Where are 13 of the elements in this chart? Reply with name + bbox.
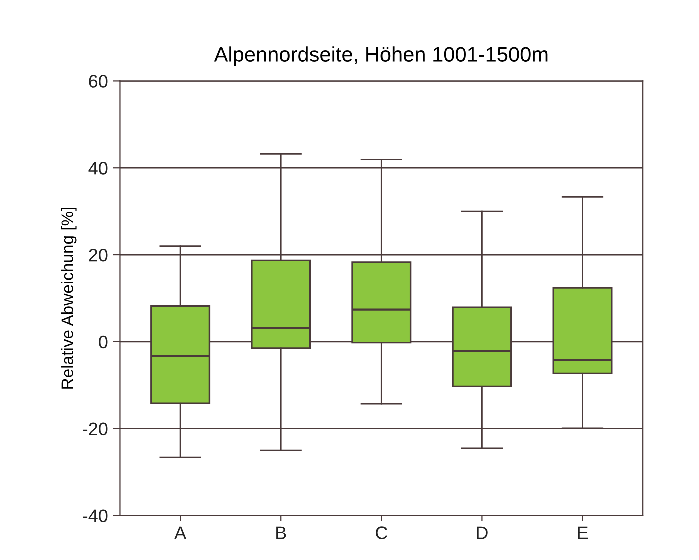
x-tick-label: A [174, 526, 187, 540]
x-tick-label: C [376, 526, 388, 540]
x-tick-label: E [578, 526, 588, 540]
y-tick-label: 0 [99, 336, 108, 349]
chart-title: Alpennordseite, Höhen 1001-1500m [214, 46, 548, 66]
y-tick-label: 40 [88, 162, 108, 175]
y-tick-label: 60 [89, 75, 108, 88]
y-tick-label: -20 [83, 422, 108, 436]
y-tick-label: 20 [89, 248, 108, 262]
x-tick-label: B [276, 526, 286, 540]
y-axis-title: Relative Abweichung [%] [61, 208, 77, 389]
y-tick-label: -40 [83, 510, 108, 522]
x-tick-label: D [477, 526, 488, 540]
